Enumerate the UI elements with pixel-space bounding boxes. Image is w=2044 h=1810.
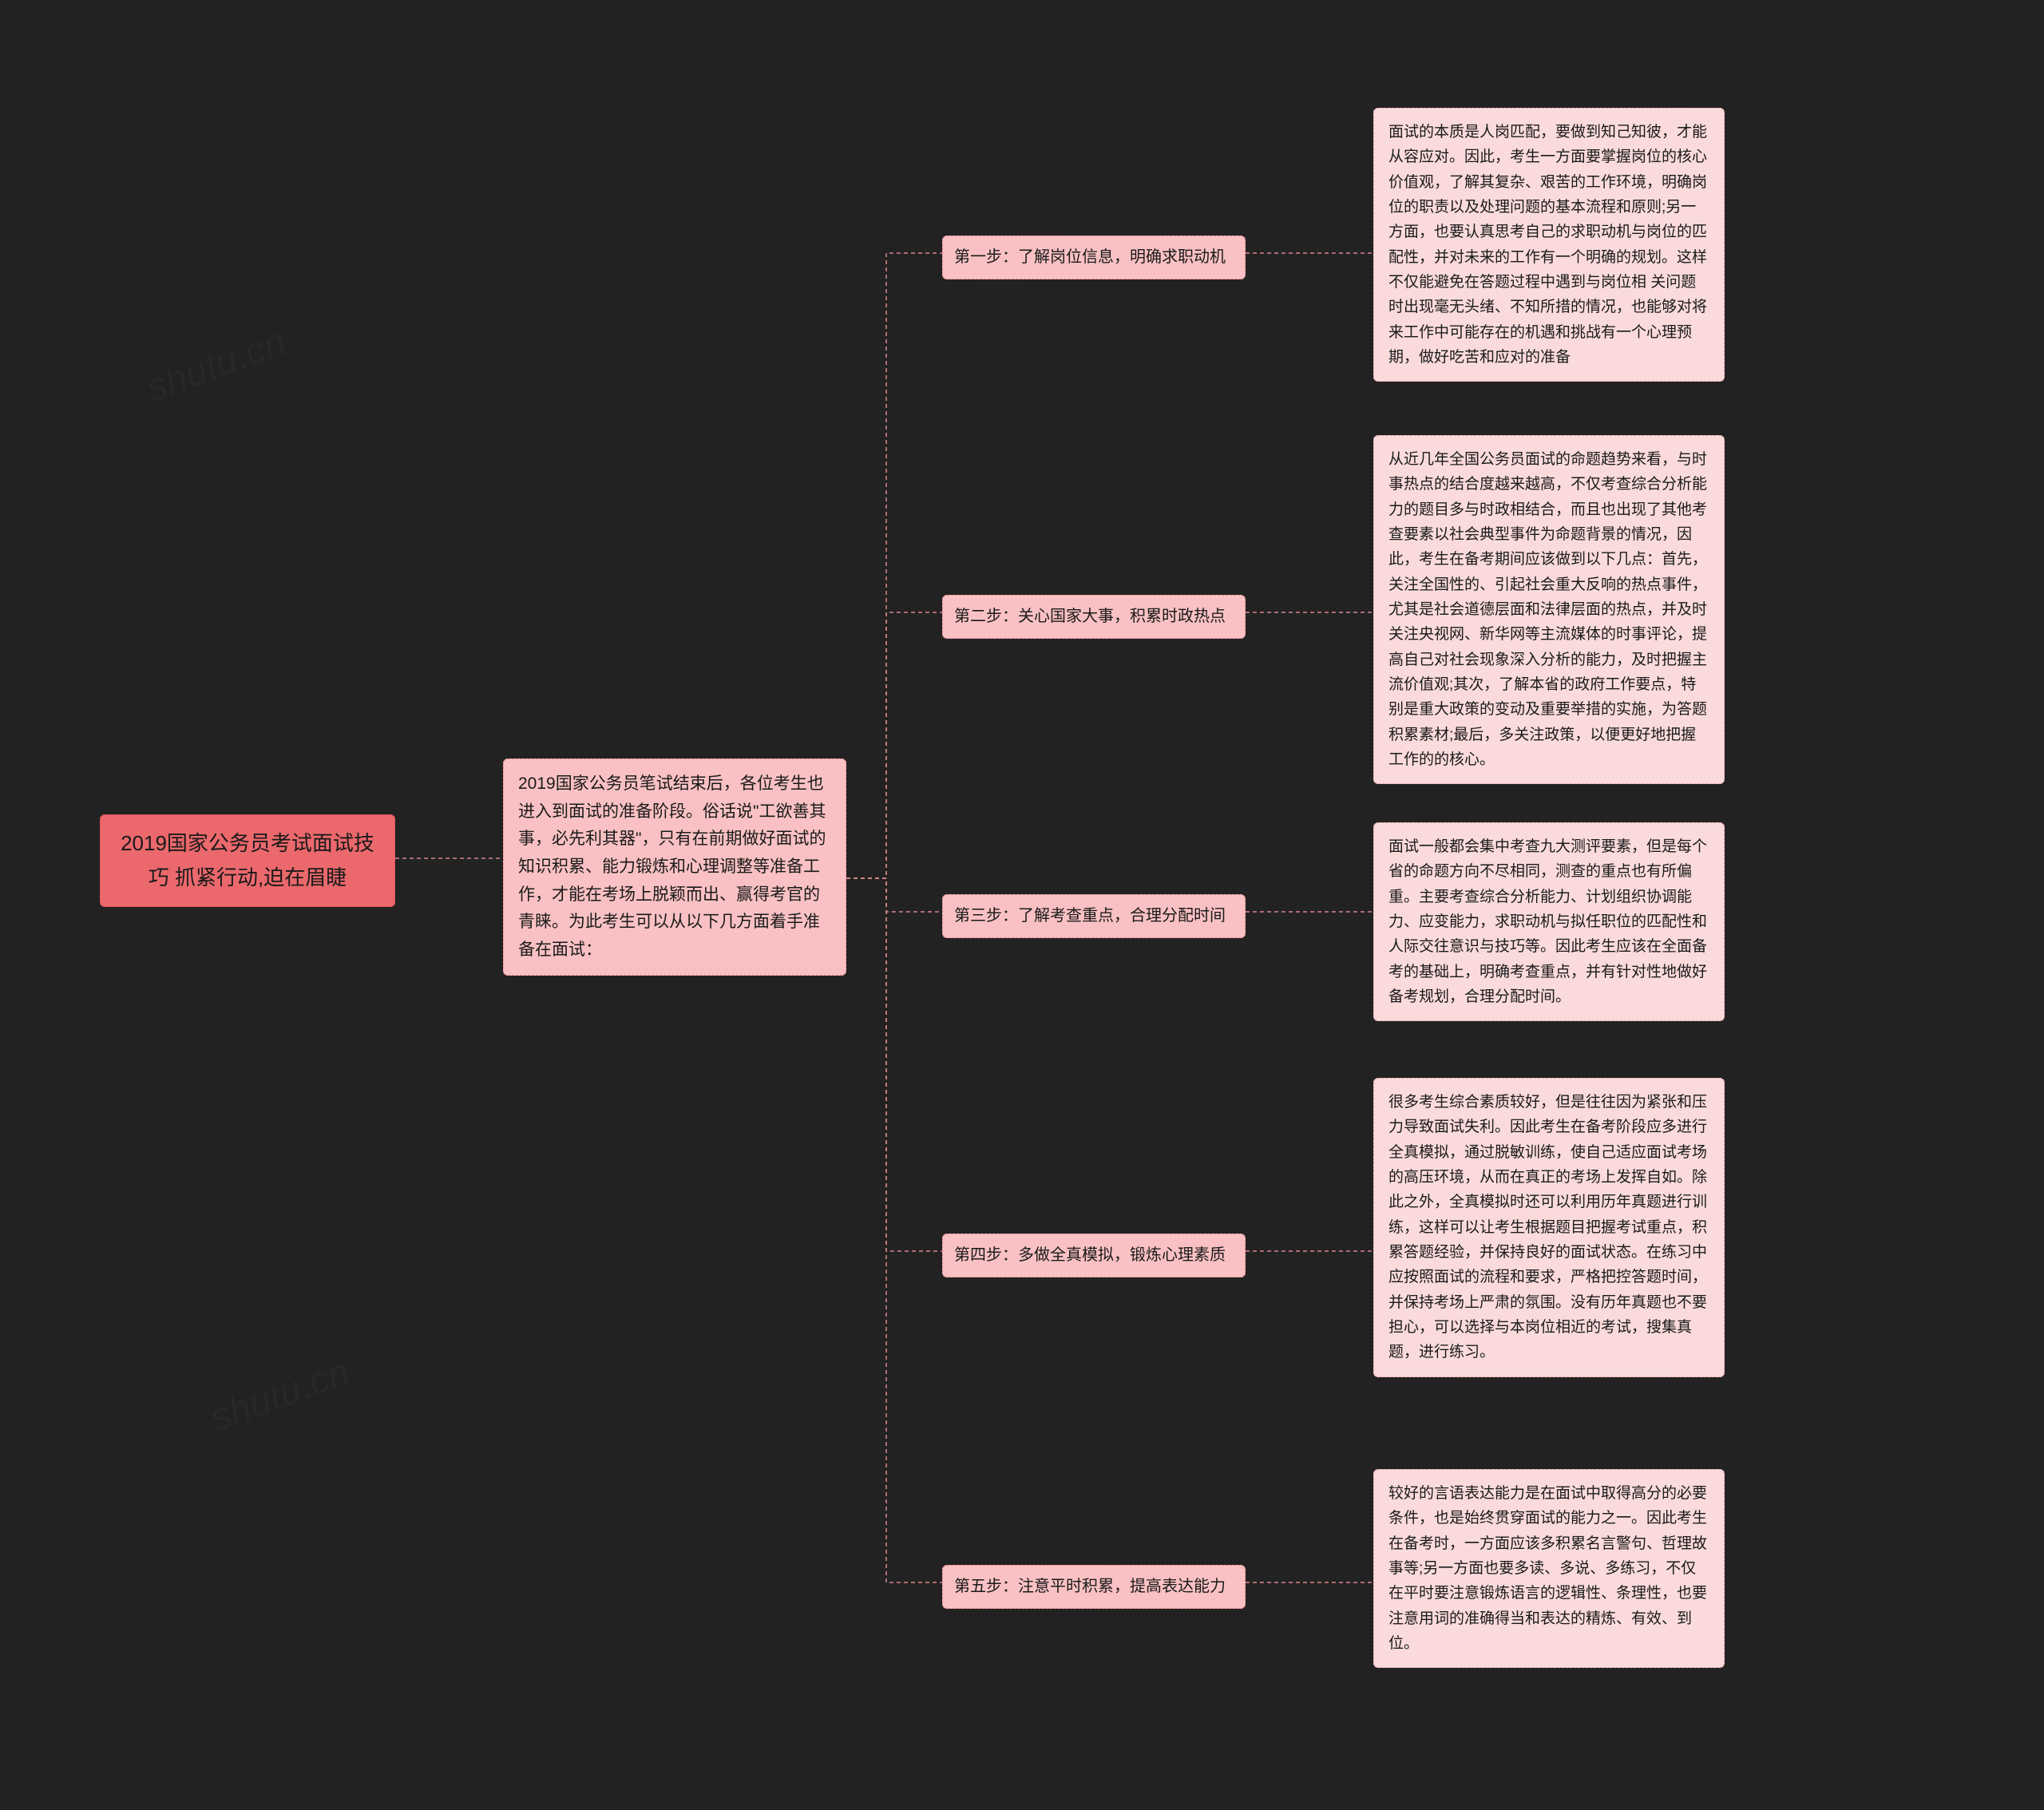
step-4-label: 第四步：多做全真模拟，锻炼心理素质: [954, 1246, 1226, 1264]
step-2-node: 第二步：关心国家大事，积累时政热点: [942, 595, 1246, 639]
step-2-detail: 从近几年全国公务员面试的命题趋势来看，与时事热点的结合度越来越高，不仅考查综合分…: [1373, 435, 1725, 784]
step-3-detail: 面试一般都会集中考查九大测评要素，但是每个省的命题方向不尽相同，测查的重点也有所…: [1373, 822, 1725, 1021]
step-4-detail: 很多考生综合素质较好，但是往往因为紧张和压力导致面试失利。因此考生在备考阶段应多…: [1373, 1078, 1725, 1377]
step-1-label: 第一步：了解岗位信息，明确求职动机: [954, 248, 1226, 266]
watermark: shutu.cn: [141, 320, 291, 411]
step-3-label: 第三步：了解考查重点，合理分配时间: [954, 907, 1226, 925]
intro-node: 2019国家公务员笔试结束后，各位考生也进入到面试的准备阶段。俗话说"工欲善其事…: [503, 758, 846, 976]
root-title: 2019国家公务员考试面试技巧 抓紧行动,迫在眉睫: [121, 831, 374, 889]
step-1-detail: 面试的本质是人岗匹配，要做到知己知彼，才能从容应对。因此，考生一方面要掌握岗位的…: [1373, 108, 1725, 382]
step-5-detail-text: 较好的言语表达能力是在面试中取得高分的必要条件，也是始终贯穿面试的能力之一。因此…: [1388, 1485, 1707, 1652]
step-4-node: 第四步：多做全真模拟，锻炼心理素质: [942, 1234, 1246, 1277]
step-3-detail-text: 面试一般都会集中考查九大测评要素，但是每个省的命题方向不尽相同，测查的重点也有所…: [1388, 838, 1707, 1005]
intro-text: 2019国家公务员笔试结束后，各位考生也进入到面试的准备阶段。俗话说"工欲善其事…: [518, 774, 826, 959]
step-3-node: 第三步：了解考查重点，合理分配时间: [942, 894, 1246, 938]
step-5-node: 第五步：注意平时积累，提高表达能力: [942, 1565, 1246, 1609]
watermark: shutu.cn: [204, 1350, 355, 1441]
step-1-node: 第一步：了解岗位信息，明确求职动机: [942, 236, 1246, 279]
step-5-label: 第五步：注意平时积累，提高表达能力: [954, 1578, 1226, 1595]
root-node: 2019国家公务员考试面试技巧 抓紧行动,迫在眉睫: [100, 814, 395, 907]
step-1-detail-text: 面试的本质是人岗匹配，要做到知己知彼，才能从容应对。因此，考生一方面要掌握岗位的…: [1388, 124, 1707, 366]
step-2-detail-text: 从近几年全国公务员面试的命题趋势来看，与时事热点的结合度越来越高，不仅考查综合分…: [1388, 451, 1707, 768]
step-2-label: 第二步：关心国家大事，积累时政热点: [954, 608, 1226, 625]
step-5-detail: 较好的言语表达能力是在面试中取得高分的必要条件，也是始终贯穿面试的能力之一。因此…: [1373, 1469, 1725, 1668]
step-4-detail-text: 很多考生综合素质较好，但是往往因为紧张和压力导致面试失利。因此考生在备考阶段应多…: [1388, 1094, 1707, 1360]
